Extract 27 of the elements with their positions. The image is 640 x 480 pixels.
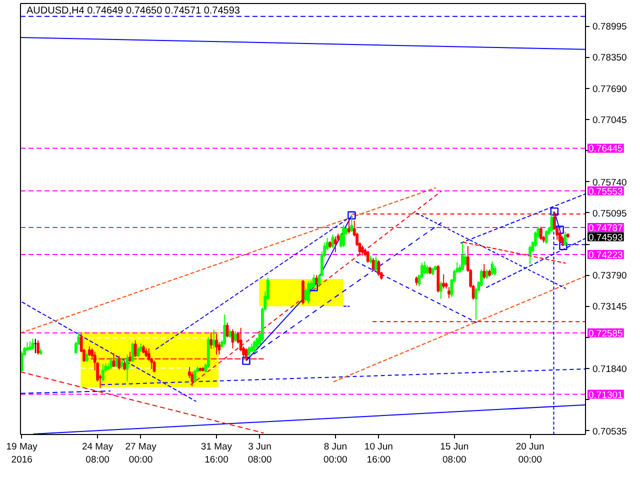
x-tick-label: 19 May 2016 <box>6 442 38 466</box>
x-tick-label: 27 May 00:00 <box>125 442 157 466</box>
ref-line-label: 0.74787 <box>588 223 623 234</box>
y-tick-label: 0.70535 <box>592 426 627 438</box>
x-tick-label: 15 Jun 08:00 <box>440 442 469 466</box>
y-tick-label: 0.78995 <box>592 22 627 33</box>
y-tick-label: 0.73790 <box>592 270 627 282</box>
y-tick-label: 0.77045 <box>592 115 627 126</box>
ref-line-label: 0.75553 <box>588 186 623 198</box>
x-tick-label: 3 Jun 08:00 <box>248 442 272 466</box>
y-tick-label: 0.77690 <box>592 84 627 96</box>
ref-line-label: 0.76445 <box>588 144 623 155</box>
x-tick-label: 31 May 16:00 <box>200 442 232 466</box>
x-tick-label: 24 May 08:00 <box>82 442 114 466</box>
y-tick-label: 0.75095 <box>592 208 627 220</box>
ref-line-label: 0.72585 <box>588 328 623 340</box>
x-tick-label: 8 Jun 00:00 <box>324 442 348 466</box>
text: 0.74593 <box>588 232 623 244</box>
ref-line-label: 0.74223 <box>588 250 623 261</box>
y-tick-label: 0.75740 <box>592 177 627 188</box>
x-tick-label: 20 Jun 00:00 <box>516 442 544 466</box>
ref-line-label: 0.71301 <box>588 390 623 401</box>
chart-title: AUDUSD,H4 0.74649 0.74650 0.74571 0.74593 <box>26 6 240 16</box>
y-tick-label: 0.71840 <box>592 364 627 375</box>
x-tick-label: 10 Jun 16:00 <box>364 442 393 466</box>
y-tick-label: 0.73145 <box>592 302 627 313</box>
y-tick-label: 0.78350 <box>592 52 627 64</box>
